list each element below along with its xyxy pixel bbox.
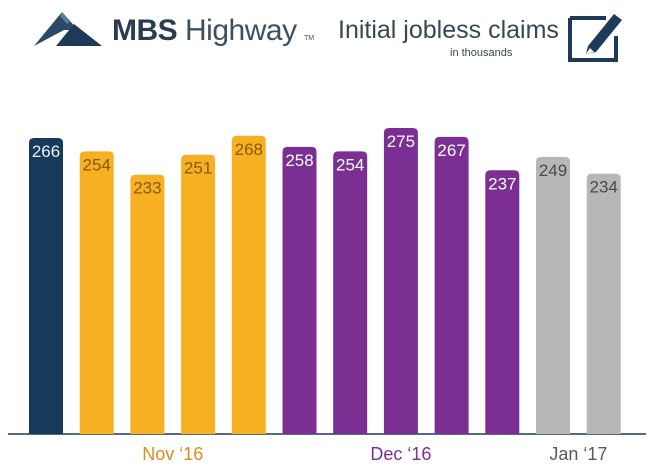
bar-value-label: 258 [285, 151, 313, 170]
bar [282, 146, 317, 434]
logo-trademark: TM [304, 35, 315, 42]
mbs-logo-icon [34, 12, 102, 46]
bar-value-label: 266 [32, 142, 60, 161]
logo-text: MBS Highway [112, 14, 297, 48]
bar-value-label: 254 [83, 155, 111, 174]
category-label: Nov ‘16 [142, 444, 204, 464]
mbs-highway-logo: MBS Highway [34, 8, 324, 48]
bar [383, 128, 418, 434]
bar [231, 135, 266, 434]
pen-icon [568, 14, 622, 62]
bar-value-label: 249 [539, 161, 567, 180]
category-label: Jan ‘17 [549, 444, 608, 464]
bar-value-label: 267 [437, 141, 465, 160]
chart-title: Initial jobless claims [338, 16, 559, 44]
bar [181, 154, 216, 435]
bar [434, 136, 469, 434]
bar [29, 138, 63, 435]
bar-value-label: 254 [336, 155, 364, 174]
bar [333, 151, 368, 434]
category-label: Dec ‘16 [370, 444, 432, 464]
bar [130, 174, 165, 434]
bar [586, 173, 621, 434]
bar-value-label: 233 [133, 179, 161, 198]
bar [536, 156, 570, 434]
logo-bold-text: MBS [112, 14, 178, 47]
bar-value-label: 237 [488, 174, 516, 193]
bar [485, 170, 520, 434]
chart-subtitle: in thousands [450, 47, 513, 59]
bar-value-label: 268 [235, 140, 263, 159]
bar-value-label: 275 [387, 132, 415, 151]
bar [79, 151, 114, 434]
bar-value-label: 251 [184, 159, 212, 178]
bar-value-label: 234 [590, 178, 618, 197]
logo-light-text: Highway [185, 14, 297, 47]
